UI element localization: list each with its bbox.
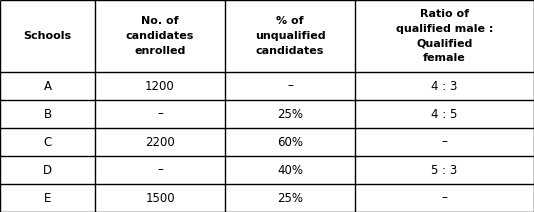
Text: –: –: [287, 80, 293, 92]
Text: 1200: 1200: [145, 80, 175, 92]
Text: A: A: [43, 80, 51, 92]
Text: 25%: 25%: [277, 191, 303, 205]
Text: 60%: 60%: [277, 135, 303, 148]
Text: 4 : 5: 4 : 5: [431, 107, 458, 120]
Text: –: –: [442, 191, 447, 205]
Text: Schools: Schools: [23, 31, 72, 41]
Text: –: –: [157, 163, 163, 177]
Text: 2200: 2200: [145, 135, 175, 148]
Text: 25%: 25%: [277, 107, 303, 120]
Text: 5 : 3: 5 : 3: [431, 163, 458, 177]
Text: B: B: [43, 107, 52, 120]
Text: 40%: 40%: [277, 163, 303, 177]
Text: No. of
candidates
enrolled: No. of candidates enrolled: [126, 16, 194, 56]
Text: –: –: [442, 135, 447, 148]
Text: D: D: [43, 163, 52, 177]
Text: Ratio of
qualified male :
Qualified
female: Ratio of qualified male : Qualified fema…: [396, 9, 493, 63]
Text: 4 : 3: 4 : 3: [431, 80, 458, 92]
Text: 1500: 1500: [145, 191, 175, 205]
Text: –: –: [157, 107, 163, 120]
Text: C: C: [43, 135, 52, 148]
Text: % of
unqualified
candidates: % of unqualified candidates: [255, 16, 325, 56]
Text: E: E: [44, 191, 51, 205]
